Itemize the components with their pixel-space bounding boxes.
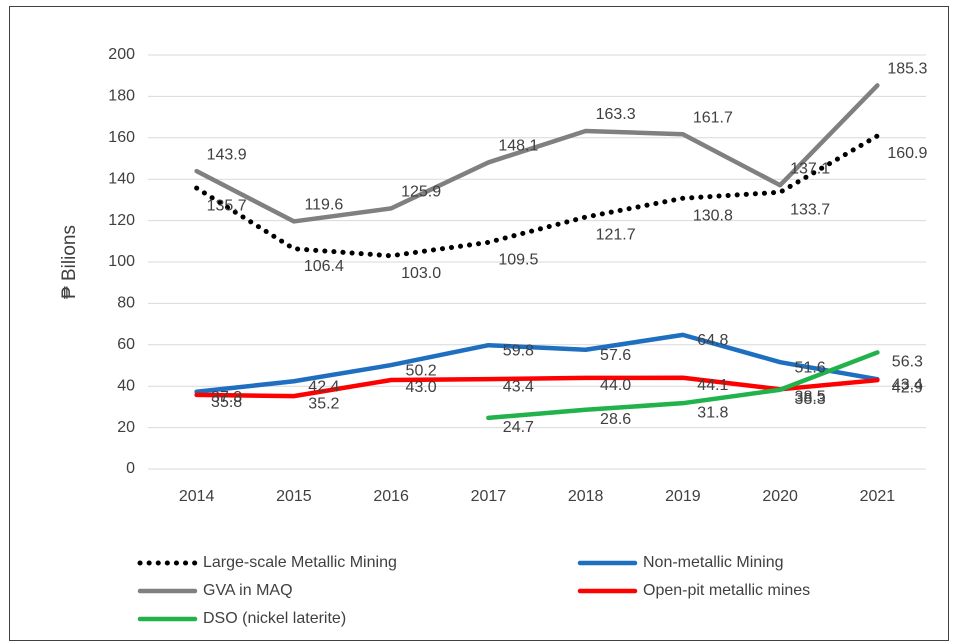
data-label: 56.3 [892,354,923,371]
data-label: 35.8 [211,394,242,411]
data-label: 43.4 [892,376,923,393]
data-label: 37.3 [211,389,242,406]
data-label: 43.0 [406,379,437,396]
data-label: 57.6 [600,347,631,364]
data-label: 31.8 [697,404,728,421]
data-label: 137.1 [790,160,830,177]
y-tick-label: 140 [108,170,135,187]
data-label: 50.2 [406,362,437,379]
legend-label: DSO (nickel laterite) [203,610,346,627]
data-label: 109.5 [498,252,538,269]
data-label: 38.5 [795,389,826,406]
legend-label: GVA in MAQ [203,582,293,599]
x-tick-label: 2020 [762,488,798,505]
legend-label: Non-metallic Mining [643,554,784,571]
data-label: 163.3 [596,106,636,123]
data-label: 38.3 [795,391,826,408]
series-line [486,350,880,421]
data-label: 106.4 [304,258,344,275]
data-label: 160.9 [887,145,927,162]
data-label: 133.7 [790,201,830,218]
y-tick-label: 120 [108,212,135,229]
x-tick-label: 2016 [373,488,409,505]
series-line [194,375,880,399]
data-label: 121.7 [596,226,636,243]
x-tick-label: 2017 [471,488,507,505]
data-label: 35.2 [308,395,339,412]
data-label: 59.8 [503,342,534,359]
series-line [194,133,880,259]
x-tick-label: 2015 [276,488,312,505]
data-label: 185.3 [887,61,927,78]
data-label: 130.8 [693,207,733,224]
x-tick-label: 2018 [568,488,604,505]
y-tick-label: 0 [126,460,135,477]
data-label: 161.7 [693,109,733,126]
y-tick-label: 60 [117,336,135,353]
data-label: 43.4 [503,378,534,395]
series-line [194,83,880,224]
series-line [194,332,880,395]
data-label: 24.7 [503,419,534,436]
data-label: 148.1 [498,138,538,155]
y-tick-label: 160 [108,129,135,146]
y-tick-label: 40 [117,377,135,394]
y-axis-label: ₱ Bilions [59,225,80,299]
y-tick-label: 180 [108,88,135,105]
data-label: 125.9 [401,184,441,201]
y-tick-label: 100 [108,253,135,270]
data-label: 44.1 [697,377,728,394]
y-tick-label: 200 [108,46,135,63]
data-label: 64.8 [697,332,728,349]
x-tick-label: 2021 [860,488,896,505]
data-label: 119.6 [304,197,343,214]
data-label: 51.6 [795,359,826,376]
legend-label: Open-pit metallic mines [643,582,810,599]
chart-frame [9,6,949,641]
data-label: 143.9 [207,146,247,163]
data-label: 44.0 [600,377,631,394]
x-tick-label: 2014 [179,488,215,505]
data-label: 135.7 [207,197,247,214]
data-label: 42.4 [308,378,339,395]
y-tick-label: 80 [117,295,135,312]
legend-label: Large-scale Metallic Mining [203,554,397,571]
y-tick-label: 20 [117,419,135,436]
data-label: 42.9 [892,379,923,396]
data-label: 103.0 [401,265,441,282]
data-label: 28.6 [600,411,631,428]
x-tick-label: 2019 [665,488,701,505]
